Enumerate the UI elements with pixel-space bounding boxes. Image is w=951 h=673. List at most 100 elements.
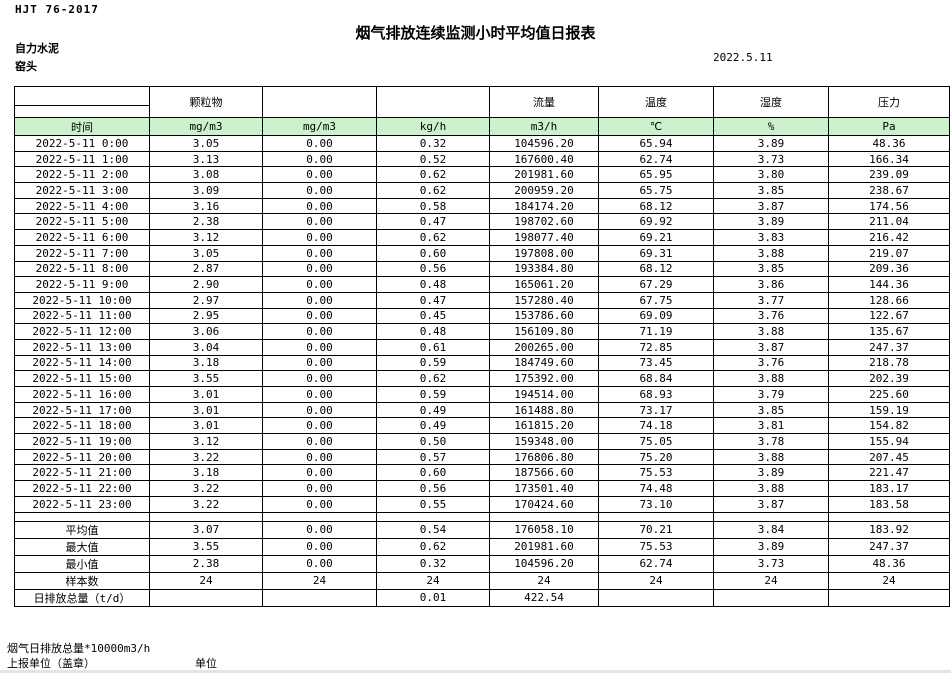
time-cell: 2022-5-11 4:00 xyxy=(14,197,150,215)
value-cell: 0.00 xyxy=(262,166,377,184)
value-cell: 3.80 xyxy=(713,166,829,184)
value-cell: 207.45 xyxy=(828,448,950,466)
value-cell: 0.00 xyxy=(262,291,377,309)
value-cell: 198077.40 xyxy=(489,229,599,246)
company-name: 自力水泥 xyxy=(15,42,59,55)
unit-cell: m3/h xyxy=(489,117,599,136)
value-cell: 75.20 xyxy=(598,448,714,466)
table-row: 2022-5-11 1:00 3.13 0.00 0.52 167600.40 62.74… xyxy=(14,150,950,168)
value-cell: 202.39 xyxy=(828,370,950,387)
value-cell: 24 xyxy=(828,571,950,590)
value-cell: 24 xyxy=(149,571,263,590)
value-cell: 68.12 xyxy=(598,197,714,215)
value-cell: 74.48 xyxy=(598,480,714,497)
value-cell: 135.67 xyxy=(828,323,950,340)
pollutant-name-cell: 颗粒物 xyxy=(149,86,263,118)
table-row: 2022-5-11 2:00 3.08 0.00 0.62 201981.60 65.95… xyxy=(14,166,950,184)
value-cell: 3.73 xyxy=(713,150,829,168)
value-cell: 0.50 xyxy=(376,433,490,450)
value-cell: 183.58 xyxy=(828,495,950,513)
value-cell: 65.95 xyxy=(598,166,714,184)
value-cell: 225.60 xyxy=(828,386,950,403)
value-cell: 0.00 xyxy=(262,338,377,356)
value-cell: 24 xyxy=(262,571,377,590)
value-cell: 175392.00 xyxy=(489,370,599,387)
value-cell: 0.47 xyxy=(376,291,490,309)
value-cell: 0.32 xyxy=(376,554,490,573)
value-cell: 3.79 xyxy=(713,386,829,403)
value-cell: 3.09 xyxy=(149,182,263,199)
spacer-cell xyxy=(828,511,950,522)
table-row: 2022-5-11 7:00 3.05 0.00 0.60 197808.00 69.31… xyxy=(14,244,950,262)
value-cell: 209.36 xyxy=(828,260,950,278)
value-cell: 3.55 xyxy=(149,370,263,387)
value-cell: 104596.20 xyxy=(489,135,599,152)
time-cell: 2022-5-11 6:00 xyxy=(14,229,150,246)
time-cell: 2022-5-11 0:00 xyxy=(14,135,150,152)
time-cell: 2022-5-11 16:00 xyxy=(14,386,150,403)
summary-label-cell: 最小值 xyxy=(14,554,150,573)
value-cell: 0.00 xyxy=(262,307,377,325)
table-row: 2022-5-11 4:00 3.16 0.00 0.58 184174.20 68.12… xyxy=(14,197,950,215)
value-cell: 0.49 xyxy=(376,417,490,435)
value-cell: 3.22 xyxy=(149,495,263,513)
value-cell: 159348.00 xyxy=(489,433,599,450)
value-cell: 0.56 xyxy=(376,260,490,278)
value-cell: 0.00 xyxy=(262,480,377,497)
value-cell: 70.21 xyxy=(598,520,714,539)
summary-label-cell: 最大值 xyxy=(14,537,150,556)
value-cell: 0.45 xyxy=(376,307,490,325)
table-row: 2022-5-11 3:00 3.09 0.00 0.62 200959.20 65.75… xyxy=(14,182,950,199)
time-cell: 2022-5-11 9:00 xyxy=(14,276,150,293)
value-cell: 71.19 xyxy=(598,323,714,340)
value-cell: 3.05 xyxy=(149,135,263,152)
table-row: 2022-5-11 18:00 3.01 0.00 0.49 161815.20 74.1… xyxy=(14,417,950,435)
value-cell: 0.55 xyxy=(376,495,490,513)
table-row: 2022-5-11 13:00 3.04 0.00 0.61 200265.00 72.8… xyxy=(14,338,950,356)
time-cell: 2022-5-11 22:00 xyxy=(14,480,150,497)
time-cell: 2022-5-11 21:00 xyxy=(14,464,150,482)
time-cell: 2022-5-11 1:00 xyxy=(14,150,150,168)
summary-label-cell: 平均值 xyxy=(14,520,150,539)
value-cell: 3.01 xyxy=(149,417,263,435)
spacer-cell xyxy=(598,511,714,522)
value-cell: 0.00 xyxy=(262,244,377,262)
table-row: 2022-5-11 12:00 3.06 0.00 0.48 156109.80 71.1… xyxy=(14,323,950,340)
value-cell: 0.00 xyxy=(262,150,377,168)
value-cell: 3.22 xyxy=(149,448,263,466)
value-cell: 3.88 xyxy=(713,448,829,466)
value-cell: 73.10 xyxy=(598,495,714,513)
value-cell: 197808.00 xyxy=(489,244,599,262)
value-cell: 184749.60 xyxy=(489,354,599,372)
value-cell: 2.97 xyxy=(149,291,263,309)
value-cell: 183.92 xyxy=(828,520,950,539)
value-cell: 3.86 xyxy=(713,276,829,293)
value-cell: 2.95 xyxy=(149,307,263,325)
value-cell: 238.67 xyxy=(828,182,950,199)
spacer-cell xyxy=(14,511,150,522)
value-cell: 3.87 xyxy=(713,338,829,356)
pollutant-name-cell xyxy=(376,86,490,118)
value-cell: 0.62 xyxy=(376,537,490,556)
spacer-cell xyxy=(149,511,263,522)
table-row: 2022-5-11 16:00 3.01 0.00 0.59 194514.00 68.9… xyxy=(14,386,950,403)
time-cell: 2022-5-11 15:00 xyxy=(14,370,150,387)
value-cell: 200959.20 xyxy=(489,182,599,199)
value-cell: 24 xyxy=(376,571,490,590)
value-cell: 174.56 xyxy=(828,197,950,215)
value-cell xyxy=(713,588,829,607)
value-cell: 0.47 xyxy=(376,213,490,231)
unit-cell: Pa xyxy=(828,117,950,136)
table-row: 平均值 3.07 0.00 0.54 176058.10 70.21 3.84 183.92 xyxy=(14,520,950,539)
value-cell: 3.18 xyxy=(149,464,263,482)
pollutant-name-cell: 流量 xyxy=(489,86,599,118)
value-cell: 24 xyxy=(598,571,714,590)
spacer-row xyxy=(14,511,950,522)
value-cell: 0.00 xyxy=(262,520,377,539)
value-cell: 2.90 xyxy=(149,276,263,293)
table-row: 2022-5-11 6:00 3.12 0.00 0.62 198077.40 69.21… xyxy=(14,229,950,246)
pollutant-header-row: 颗粒物 流量 温度 湿度 压力 xyxy=(14,86,950,118)
time-cell: 2022-5-11 10:00 xyxy=(14,291,150,309)
value-cell: 67.29 xyxy=(598,276,714,293)
time-header-cell: 时间 xyxy=(14,117,150,136)
